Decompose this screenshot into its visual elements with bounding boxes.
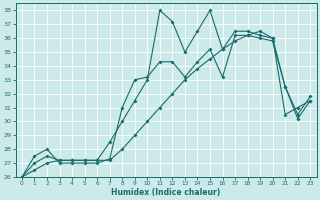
X-axis label: Humidex (Indice chaleur): Humidex (Indice chaleur) xyxy=(111,188,221,197)
